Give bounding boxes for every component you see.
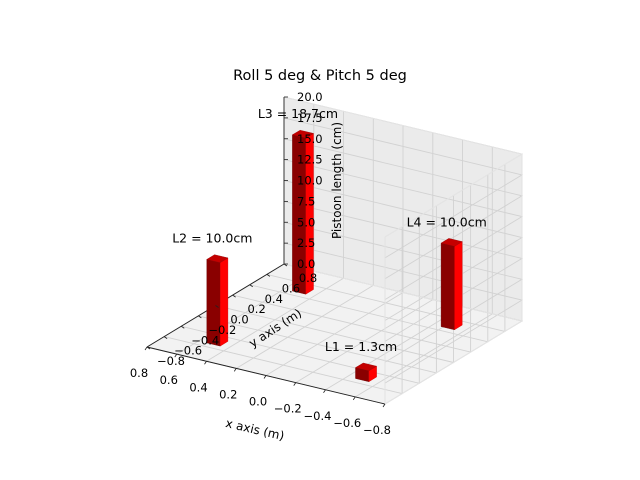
x-tick-mark: [204, 361, 207, 365]
bar-4: [440, 238, 463, 331]
y-tick-mark: [163, 336, 168, 339]
bar-face-top: [440, 238, 463, 247]
pane-edge: [283, 263, 523, 322]
y-tick-mark: [266, 274, 271, 277]
z-tick-label: 20.0: [297, 90, 323, 104]
pane-edge: [384, 153, 523, 238]
x-tick-mark: [174, 353, 178, 358]
z-tick-label: 0.0: [297, 257, 315, 271]
bar-1: [354, 362, 378, 383]
pane-edge: [384, 320, 523, 405]
x-tick-mark: [352, 396, 356, 401]
y-tick-mark: [198, 315, 202, 319]
x-tick-label: −0.6: [333, 416, 361, 430]
x-tick-mark: [382, 403, 386, 408]
pane-edge: [283, 96, 523, 155]
y-tick-label: −0.4: [191, 333, 219, 347]
x-tick-mark: [144, 346, 148, 351]
y-tick-label: −0.6: [174, 344, 202, 358]
y-tick-label: 0.6: [282, 281, 300, 295]
bar-label-4: L4 = 10.0cm: [407, 214, 487, 229]
z-tick-label: 17.5: [297, 111, 323, 125]
x-tick-mark: [233, 368, 237, 372]
bar-face-top: [354, 362, 378, 372]
bar-label-2: L2 = 10.0cm: [172, 231, 252, 246]
y-tick-label: −0.8: [157, 354, 185, 368]
x-tick-label: 0.8: [130, 366, 148, 380]
y-tick-label: 0.2: [247, 302, 265, 316]
z-tick-label: 12.5: [297, 153, 323, 167]
y-tick-label: 0.0: [230, 313, 248, 327]
x-tick-mark: [323, 389, 326, 393]
x-tick-label: 0.4: [189, 380, 207, 394]
y-tick-label: 0.4: [265, 292, 283, 306]
bar-face-top: [291, 129, 315, 139]
z-tick-label: 7.5: [297, 194, 315, 208]
bars: [206, 129, 463, 383]
z-axis-label: Pistoon length (cm): [330, 122, 344, 239]
z-tick-label: 2.5: [297, 236, 315, 250]
bar-3: [291, 129, 315, 295]
bar-face-right: [454, 241, 463, 331]
y-tick-mark: [232, 294, 236, 298]
bar-face-top: [206, 254, 229, 263]
bar-2: [206, 254, 229, 347]
x-tick-label: 0.0: [249, 395, 267, 409]
chart-title: Roll 5 deg & Pitch 5 deg: [233, 68, 407, 84]
bar-labels: L1 = 1.3cm L2 = 10.0cm L3 = 18.7cm L4 = 10.…: [172, 106, 487, 354]
bar-label-1: L1 = 1.3cm: [325, 339, 397, 354]
z-tick-label: 5.0: [297, 215, 315, 229]
y-tick-label: 0.8: [299, 271, 317, 285]
x-tick-label: −0.8: [363, 423, 391, 437]
z-tick-label: 15.0: [297, 132, 323, 146]
x-tick-label: −0.4: [304, 409, 332, 423]
x-tick-label: 0.6: [160, 373, 178, 387]
x-axis-label: x axis (m): [224, 416, 285, 443]
x-tick-label: −0.2: [274, 402, 302, 416]
y-tick-mark: [215, 305, 219, 308]
tick-labels: −0.8−0.6−0.4−0.20.00.20.40.60.8−0.8−0.6−…: [130, 90, 391, 437]
z-tick-label: 10.0: [297, 174, 323, 188]
bar-face-left: [440, 242, 455, 331]
bar-label-3: L3 = 18.7cm: [258, 106, 338, 121]
y-tick-mark: [181, 325, 185, 329]
x-tick-label: 0.2: [219, 387, 237, 401]
y-tick-label: −0.2: [208, 323, 236, 337]
y-tick-mark: [249, 284, 253, 288]
x-tick-mark: [263, 375, 267, 379]
x-tick-mark: [293, 382, 297, 386]
y-tick-mark: [146, 346, 151, 350]
